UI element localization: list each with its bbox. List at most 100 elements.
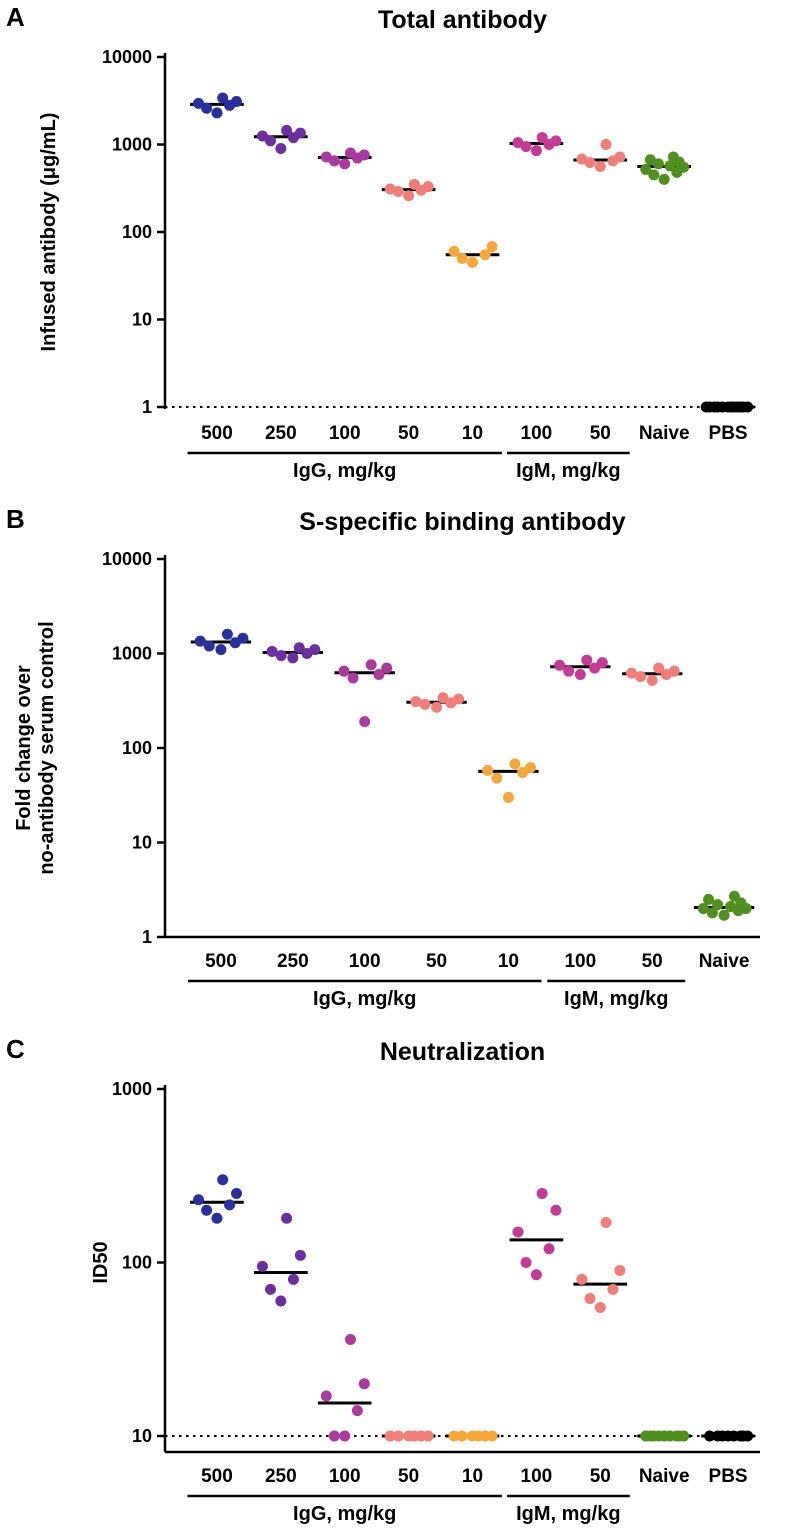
data-point — [704, 1430, 716, 1442]
group-span-label: IgG, mg/kg — [293, 460, 396, 482]
data-point — [614, 151, 626, 163]
data-point — [456, 252, 468, 264]
data-point — [703, 893, 715, 905]
category-label: 100 — [349, 951, 381, 972]
data-point — [664, 1430, 676, 1442]
y-tick-label: 100 — [122, 1253, 152, 1273]
data-point — [520, 1257, 532, 1268]
data-point — [646, 674, 658, 686]
data-point — [576, 1273, 588, 1285]
data-point — [275, 143, 287, 155]
data-point — [725, 901, 737, 913]
category-label: 50 — [590, 423, 611, 444]
svg-text:Fold change overno-antibody se: Fold change overno-antibody serum contro… — [13, 621, 58, 874]
data-point — [215, 644, 227, 656]
group-span-label: IgM, mg/kg — [564, 988, 668, 1010]
category-label: Naive — [639, 1466, 690, 1487]
category-label: 50 — [398, 1466, 419, 1487]
data-point — [237, 632, 249, 644]
category-label: 500 — [201, 1466, 233, 1487]
data-point — [287, 1273, 299, 1285]
data-point — [359, 716, 371, 728]
data-point — [728, 890, 740, 902]
data-point — [543, 1243, 555, 1255]
y-tick-label: 1 — [142, 927, 152, 947]
category-label: 50 — [426, 951, 447, 972]
data-point — [640, 163, 652, 175]
data-point — [256, 130, 268, 142]
data-point — [486, 1430, 498, 1442]
data-point — [486, 241, 498, 253]
data-point — [502, 791, 514, 803]
data-point — [293, 642, 305, 654]
data-point — [467, 256, 478, 268]
category-label: 500 — [201, 423, 233, 444]
data-point — [217, 1174, 229, 1186]
data-point — [509, 758, 521, 770]
data-point — [658, 173, 670, 185]
data-point — [338, 665, 350, 677]
data-point — [667, 151, 679, 163]
y-axis-label: ID50 — [90, 1241, 112, 1283]
data-point — [344, 147, 356, 159]
data-point — [574, 668, 586, 680]
data-point — [607, 1283, 619, 1295]
panel-header: A Total antibody — [0, 0, 794, 42]
panel-header: B S-specific binding antibody — [0, 502, 794, 544]
data-point — [320, 1390, 332, 1402]
data-point — [550, 1204, 562, 1216]
data-point — [294, 1249, 306, 1261]
data-point — [491, 772, 503, 784]
data-point — [576, 153, 588, 165]
data-point — [456, 1430, 468, 1442]
y-tick-label: 100 — [122, 738, 152, 758]
category-label: 250 — [265, 1466, 297, 1487]
data-point — [479, 249, 491, 261]
y-tick-label: 10000 — [102, 549, 152, 569]
data-point — [230, 1187, 242, 1199]
data-point — [512, 137, 524, 149]
data-point — [221, 628, 233, 640]
data-point — [373, 668, 385, 680]
data-point — [697, 903, 709, 915]
data-point — [530, 1269, 542, 1281]
category-label: PBS — [709, 1466, 748, 1487]
data-point — [203, 640, 215, 652]
data-point — [635, 671, 647, 683]
data-point — [716, 1430, 728, 1442]
data-point — [422, 1430, 434, 1442]
category-label: 100 — [564, 951, 596, 972]
data-point — [554, 659, 566, 671]
chart-total-antibody: 1 10 100 1000 10000 Infused antibody (μg/mL) 5… — [38, 47, 760, 482]
group-span-label: IgM, mg/kg — [516, 460, 620, 482]
data-point — [652, 1430, 664, 1442]
data-point — [589, 662, 601, 674]
category-label: 250 — [277, 951, 309, 972]
y-tick-label: 10 — [132, 310, 152, 330]
data-point — [581, 654, 593, 666]
data-point — [718, 909, 730, 921]
y-tick-label: 100 — [122, 222, 152, 242]
data-point — [344, 1333, 356, 1345]
data-point — [431, 701, 443, 713]
data-point — [594, 161, 606, 173]
data-point — [700, 401, 712, 413]
category-label: 10 — [462, 423, 483, 444]
panel-header: C Neutralization — [0, 1032, 794, 1074]
panel-letter: A — [6, 2, 25, 32]
y-tick-label: 10 — [132, 1426, 152, 1446]
data-point — [737, 1430, 749, 1442]
svg-text:Infused antibody (μg/mL): Infused antibody (μg/mL) — [38, 113, 60, 352]
data-point — [384, 1430, 396, 1442]
data-point — [194, 635, 206, 647]
data-point — [472, 1430, 484, 1442]
panel-letter: B — [6, 504, 25, 534]
category-label: 100 — [521, 1466, 553, 1487]
data-point — [287, 652, 299, 664]
data-point — [256, 1260, 268, 1272]
y-tick-label: 1000 — [112, 135, 152, 155]
data-point — [339, 1430, 351, 1442]
data-point — [594, 1302, 606, 1314]
data-point — [600, 1217, 612, 1229]
data-point — [201, 1204, 213, 1216]
